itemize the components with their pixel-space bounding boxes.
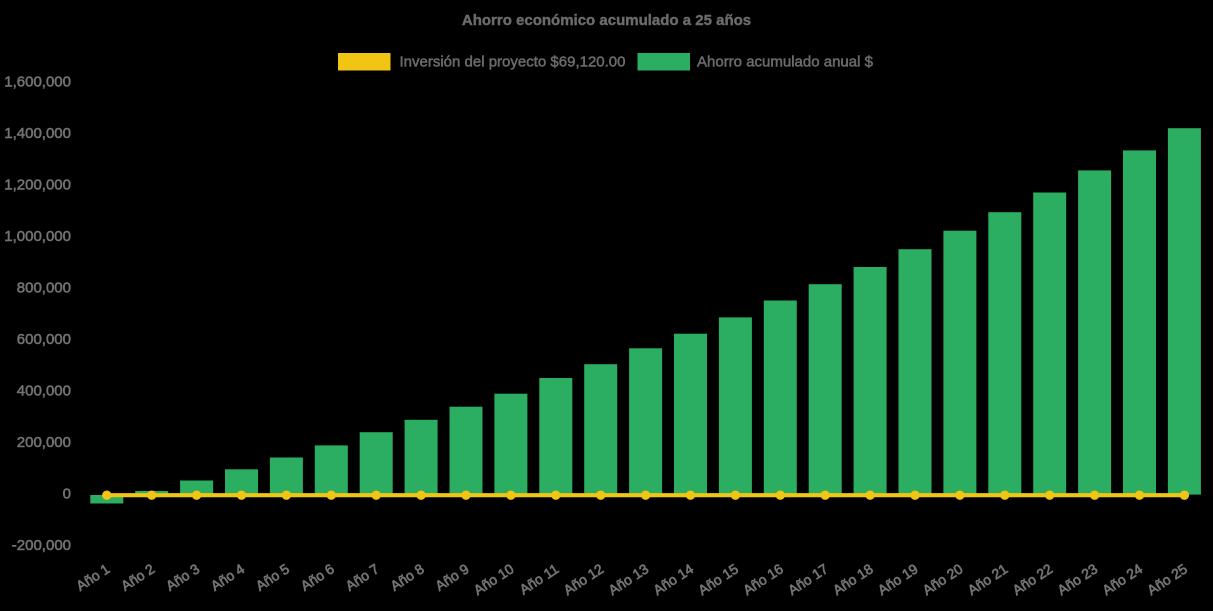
svg-text:Ahorro económico acumulado a 2: Ahorro económico acumulado a 25 años	[462, 12, 751, 29]
svg-text:600,000: 600,000	[17, 331, 71, 348]
svg-text:1,000,000: 1,000,000	[4, 228, 71, 245]
svg-text:1,400,000: 1,400,000	[4, 125, 71, 142]
svg-text:800,000: 800,000	[17, 279, 71, 296]
svg-text:Inversión del proyecto $69,120: Inversión del proyecto $69,120.00	[400, 54, 626, 71]
svg-text:400,000: 400,000	[17, 382, 71, 399]
svg-text:-200,000: -200,000	[12, 537, 71, 554]
svg-text:1,200,000: 1,200,000	[4, 176, 71, 193]
svg-text:200,000: 200,000	[17, 434, 71, 451]
svg-text:0: 0	[63, 485, 71, 502]
svg-text:1,600,000: 1,600,000	[4, 73, 71, 90]
svg-text:Ahorro acumulado anual $: Ahorro acumulado anual $	[697, 54, 874, 71]
